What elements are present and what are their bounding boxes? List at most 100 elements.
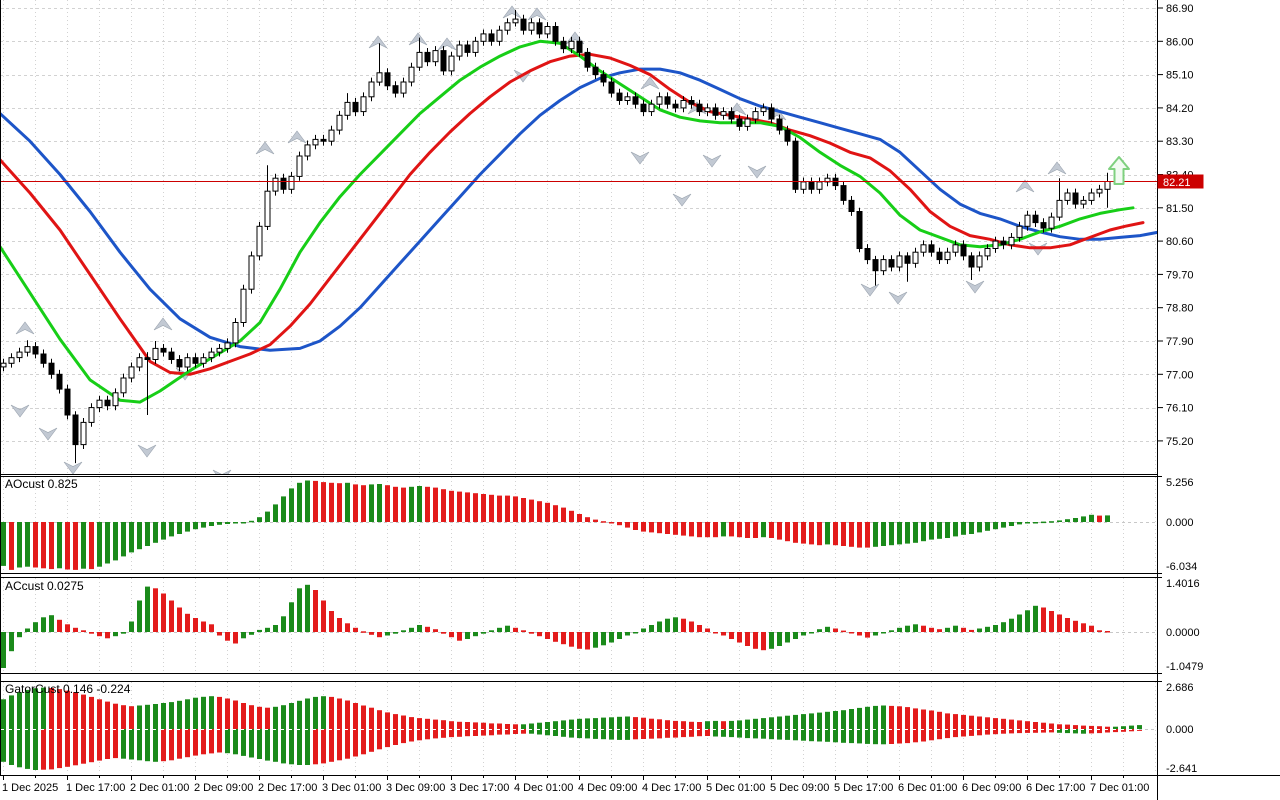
- ao-bar: [617, 522, 622, 526]
- gator-panel: [0, 687, 1157, 770]
- candle-body: [1048, 216, 1055, 229]
- gator-bottom-bar: [705, 729, 710, 736]
- gator-top-bar: [1017, 720, 1022, 729]
- gator-top-bar: [329, 696, 334, 729]
- gator-top-bar: [321, 696, 326, 729]
- gator-top-bar: [625, 716, 630, 729]
- indicator-axis-label: -6.034: [1166, 561, 1197, 573]
- gator-bottom-bar: [1025, 729, 1030, 733]
- ao-bar: [73, 522, 78, 570]
- ac-bar: [433, 629, 438, 632]
- gator-bottom-bar: [433, 729, 438, 739]
- ac-bar: [1001, 622, 1006, 632]
- ac-bar: [1, 632, 6, 668]
- ac-bar: [233, 632, 238, 644]
- gator-bottom-bar: [81, 729, 86, 764]
- price-tick-label: 84.20: [1166, 103, 1194, 115]
- candle-body: [464, 44, 471, 53]
- gator-panel-surface[interactable]: [0, 681, 1157, 775]
- candle-body: [712, 107, 719, 116]
- gator-top-bar: [1009, 719, 1014, 729]
- fractal-down-icon: [38, 427, 58, 441]
- gator-top-bar: [145, 704, 150, 729]
- candle-body: [856, 211, 863, 249]
- price-axis-surface[interactable]: [1157, 0, 1280, 775]
- gator-top-bar: [1073, 725, 1078, 729]
- ao-bar: [753, 522, 758, 538]
- gator-bottom-bar: [145, 729, 150, 762]
- gator-bottom-bar: [833, 729, 838, 743]
- candle-body: [320, 138, 327, 142]
- ao-bar: [425, 486, 430, 522]
- main-chart-surface[interactable]: [0, 0, 1157, 474]
- gator-bottom-bar: [513, 729, 518, 734]
- gator-top-bar: [1097, 726, 1102, 729]
- gator-top-bar: [1057, 724, 1062, 729]
- gator-top-bar: [945, 713, 950, 729]
- candle-body: [936, 251, 943, 261]
- gator-top-bar: [473, 722, 478, 729]
- candle-body: [584, 51, 591, 68]
- candle-body: [784, 129, 791, 142]
- gator-bottom-bar: [1, 729, 6, 762]
- buy-signal-arrow-icon: [1108, 156, 1130, 185]
- candle-body: [648, 103, 655, 113]
- ac-bar: [721, 632, 726, 636]
- candle-body: [592, 66, 599, 76]
- gator-top-bar: [257, 706, 262, 729]
- ac-panel-surface[interactable]: [0, 577, 1157, 673]
- ao-bar: [121, 522, 126, 557]
- ao-bar: [857, 522, 862, 548]
- ao-bar: [713, 522, 718, 538]
- ac-bar: [513, 627, 518, 632]
- candle-body: [768, 107, 775, 120]
- gator-top-bar: [1, 699, 6, 729]
- candle-body: [328, 129, 335, 142]
- gator-top-bar: [193, 697, 198, 729]
- ac-bar: [97, 632, 102, 637]
- gator-bottom-bar: [841, 729, 846, 743]
- ac-bar: [17, 632, 22, 638]
- gator-top-bar: [57, 689, 62, 729]
- ac-bar: [841, 630, 846, 633]
- ac-bar: [921, 625, 926, 632]
- ac-bar: [273, 625, 278, 632]
- gator-top-bar: [409, 717, 414, 729]
- gator-top-bar: [857, 707, 862, 729]
- gator-top-bar: [265, 707, 270, 729]
- candle-body: [448, 55, 455, 72]
- ac-bar: [985, 626, 990, 632]
- candle-body: [440, 50, 447, 72]
- gator-top-bar: [89, 696, 94, 729]
- gator-top-bar: [161, 703, 166, 729]
- ac-bar: [873, 632, 878, 636]
- ac-bar: [409, 627, 414, 632]
- ac-bar: [793, 632, 798, 639]
- gator-bottom-bar: [1001, 729, 1006, 734]
- ao-bar: [1041, 521, 1046, 524]
- candle-body: [272, 177, 279, 192]
- gator-top-bar: [185, 699, 190, 729]
- ao-bar: [545, 502, 550, 522]
- ao-bar: [785, 522, 790, 542]
- gator-top-bar: [601, 717, 606, 729]
- ac-bar: [953, 625, 958, 632]
- gator-top-bar: [353, 703, 358, 729]
- price-tick-label: 75.20: [1166, 436, 1194, 448]
- time-axis-surface[interactable]: [0, 775, 1280, 800]
- gator-bottom-bar: [753, 729, 758, 739]
- ac-bar: [825, 626, 830, 632]
- candle-body: [488, 33, 495, 42]
- candle-body: [480, 33, 487, 42]
- candle-body: [32, 346, 39, 355]
- ac-bar: [937, 629, 942, 632]
- gator-bottom-bar: [593, 729, 598, 739]
- gator-bottom-bar: [545, 729, 550, 736]
- time-tick-label: 2 Dec 09:00: [194, 782, 253, 794]
- gator-top-bar: [1113, 726, 1118, 729]
- ao-bar: [577, 514, 582, 522]
- ao-panel-surface[interactable]: [0, 476, 1157, 573]
- ao-bar: [601, 521, 606, 523]
- gator-bottom-bar: [529, 729, 534, 734]
- gator-top-bar: [849, 709, 854, 729]
